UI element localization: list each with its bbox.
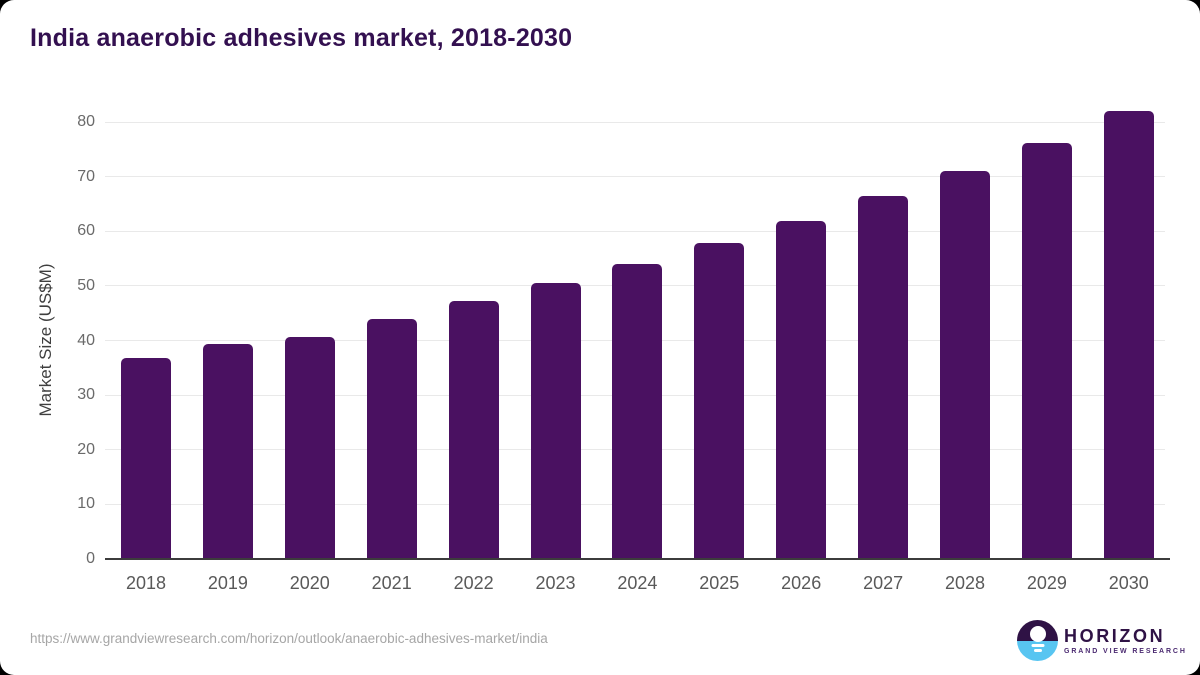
x-tick-label-2023: 2023 bbox=[535, 573, 576, 593]
x-tick-label-2025: 2025 bbox=[699, 573, 740, 593]
source-url: https://www.grandviewresearch.com/horizo… bbox=[30, 631, 548, 646]
x-tick-label-2026: 2026 bbox=[781, 573, 822, 593]
logo-ripple-icon bbox=[1031, 644, 1044, 647]
y-tick-label-30: 30 bbox=[77, 386, 95, 404]
horizon-logo-icon bbox=[1017, 620, 1058, 661]
bar-2030 bbox=[1103, 111, 1154, 559]
bar-2019 bbox=[202, 344, 253, 559]
x-tick-label-2028: 2028 bbox=[944, 573, 986, 593]
bar-2018 bbox=[121, 357, 171, 559]
x-tick-label-2021: 2021 bbox=[371, 573, 412, 593]
bar-2026 bbox=[776, 221, 827, 559]
y-tick-label-0: 0 bbox=[86, 550, 95, 567]
gridline-80 bbox=[105, 121, 1165, 123]
y-tick-label-20: 20 bbox=[77, 440, 95, 458]
y-tick-label-10: 10 bbox=[77, 495, 95, 513]
bar-2028 bbox=[940, 170, 990, 559]
x-tick-label-2029: 2029 bbox=[1026, 573, 1067, 593]
x-axis-line bbox=[105, 558, 1170, 560]
gridline-60 bbox=[105, 230, 1165, 232]
gridline-70 bbox=[105, 176, 1165, 178]
y-tick-label-80: 80 bbox=[77, 113, 95, 130]
y-tick-label-70: 70 bbox=[77, 167, 95, 185]
x-tick-label-2022: 2022 bbox=[453, 573, 494, 593]
x-tick-label-2020: 2020 bbox=[289, 573, 330, 593]
logo-ripple-icon bbox=[1033, 649, 1042, 652]
bar-2021 bbox=[366, 319, 417, 559]
x-tick-label-2027: 2027 bbox=[863, 573, 904, 593]
bar-2029 bbox=[1021, 142, 1072, 559]
x-tick-label-2024: 2024 bbox=[617, 573, 658, 593]
logo-name: HORIZON bbox=[1064, 625, 1166, 646]
chart-title: India anaerobic adhesives market, 2018-2… bbox=[30, 24, 573, 52]
logo-text: HORIZON GRAND VIEW RESEARCH bbox=[1064, 625, 1187, 655]
y-tick-label-60: 60 bbox=[77, 222, 95, 240]
x-tick-label-2019: 2019 bbox=[207, 573, 248, 593]
y-tick-label-50: 50 bbox=[77, 276, 95, 294]
bar-2023 bbox=[530, 283, 581, 559]
logo-sun-icon bbox=[1029, 626, 1046, 642]
bar-2022 bbox=[448, 301, 499, 559]
bar-2020 bbox=[284, 336, 335, 559]
x-tick-label-2018: 2018 bbox=[125, 573, 167, 593]
x-tick-label-2030: 2030 bbox=[1108, 573, 1149, 593]
bar-2024 bbox=[612, 264, 663, 559]
y-tick-label-40: 40 bbox=[77, 331, 95, 349]
bar-2027 bbox=[858, 196, 909, 559]
bar-2025 bbox=[694, 243, 745, 559]
horizon-logo: HORIZON GRAND VIEW RESEARCH bbox=[1017, 620, 1187, 661]
logo-subtitle: GRAND VIEW RESEARCH bbox=[1064, 647, 1187, 655]
